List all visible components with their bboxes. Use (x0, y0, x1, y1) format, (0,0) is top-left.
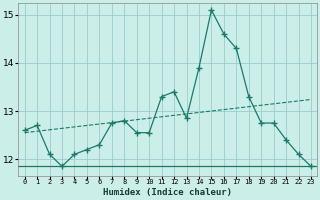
X-axis label: Humidex (Indice chaleur): Humidex (Indice chaleur) (103, 188, 232, 197)
